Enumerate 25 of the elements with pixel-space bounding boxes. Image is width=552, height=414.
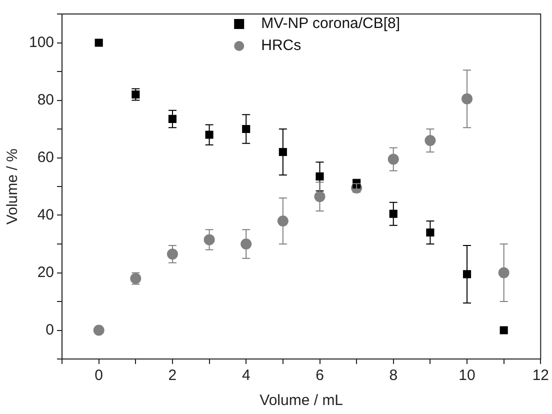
x-tick-label: 8 [389, 367, 398, 384]
y-tick-label: 100 [28, 34, 54, 51]
legend-label: MV-NP corona/CB[8] [261, 15, 400, 32]
point [93, 324, 104, 336]
x-tick-label: 2 [168, 367, 177, 384]
legend-label: HRCs [261, 37, 302, 54]
point [316, 172, 324, 180]
point [277, 216, 288, 226]
y-tick-label: 60 [37, 148, 54, 166]
y-tick-label: 80 [37, 91, 54, 108]
x-tick-label: 6 [316, 367, 324, 384]
y-tick-label: 20 [37, 264, 54, 281]
x-tick-label: 4 [242, 367, 250, 384]
y-tick-label: 40 [37, 206, 54, 224]
point [94, 38, 103, 47]
y-tick-label: 0 [46, 321, 54, 338]
point [240, 238, 252, 250]
x-tick-label: 12 [532, 367, 549, 384]
x-tick-label: 0 [94, 367, 104, 384]
point [166, 248, 178, 260]
point [205, 130, 214, 139]
point [500, 326, 508, 334]
x-tick-label: 10 [458, 367, 476, 384]
y-axis-title: Volume / % [4, 148, 22, 224]
x-axis-title: Volume / mL [260, 392, 344, 410]
